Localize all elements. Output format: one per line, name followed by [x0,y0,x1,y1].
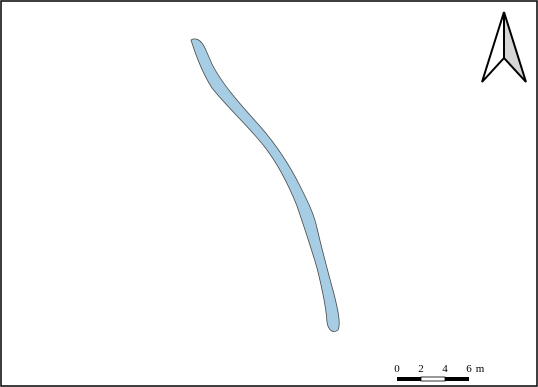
scale-tick-4: 4 [442,363,448,375]
scale-tick-0: 0 [394,363,400,375]
north-arrow-icon [481,11,527,83]
scale-tick-2: 2 [418,363,424,375]
river-channel[interactable] [190,38,340,332]
scale-bar: 0 2 4 6 m [394,363,485,382]
scale-tick-6: 6 [466,363,472,375]
scale-segment-1 [397,377,421,381]
scale-unit: m [476,363,485,375]
scale-segment-2 [420,376,446,382]
scale-segment-3 [445,377,469,381]
